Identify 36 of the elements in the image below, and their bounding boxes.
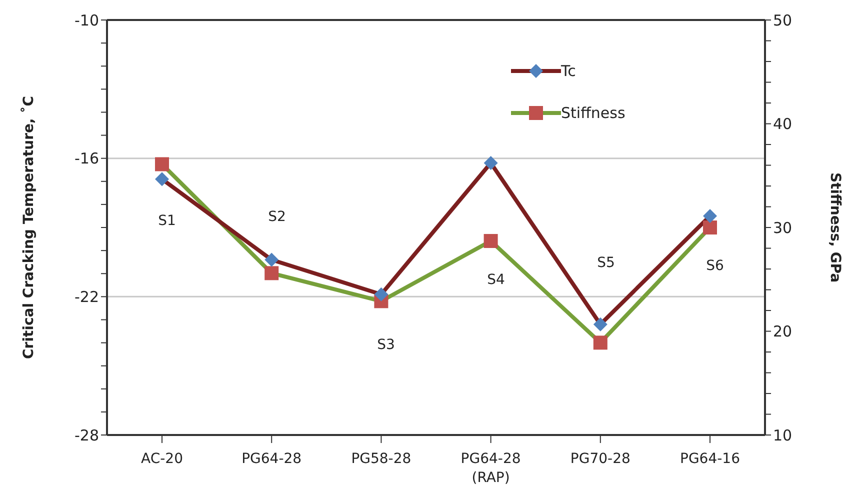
annotation: S5	[596, 254, 616, 273]
point	[155, 157, 169, 172]
y2-axis-title: Stiffness, GPa	[827, 172, 844, 283]
point	[374, 287, 388, 302]
x-tick-label: PG64-28	[242, 451, 302, 467]
annotation: S2	[267, 208, 287, 227]
x-tick-label: PG64-28 (RAP)	[460, 451, 521, 486]
x-tick-label: PG58-28	[351, 451, 412, 467]
y-axis-title: Critical Cracking Temperature, ˚C	[20, 96, 37, 359]
point	[703, 208, 717, 223]
y-tick-label: -28	[74, 426, 99, 444]
y-tick-label: -10	[74, 11, 99, 30]
y-tick-label: -16	[74, 150, 99, 168]
y2-tick-label: 20	[773, 322, 792, 341]
point	[264, 266, 279, 280]
point	[484, 156, 498, 170]
point	[593, 317, 608, 332]
annotation: S3	[376, 336, 396, 355]
x-tick-label: PG64-16	[680, 451, 740, 467]
point	[703, 220, 717, 234]
annotation: S1	[157, 212, 177, 231]
y2-tick-label: 40	[773, 115, 792, 134]
point	[155, 172, 169, 186]
annotation: S4	[486, 271, 506, 290]
legend-label: Stiffness	[561, 104, 626, 122]
y2-tick-label: 30	[773, 218, 792, 237]
point	[593, 336, 608, 350]
x-tick-label: AC-20	[141, 451, 183, 467]
point	[484, 234, 498, 248]
y2-tick-label: 10	[773, 426, 792, 444]
point	[264, 252, 279, 267]
legend-label: Tc	[561, 62, 576, 80]
y-tick-label: -22	[74, 288, 99, 306]
annotation: S6	[705, 257, 725, 276]
y2-tick-label: 50	[773, 11, 792, 30]
x-tick-label: PG70-28	[570, 451, 630, 467]
